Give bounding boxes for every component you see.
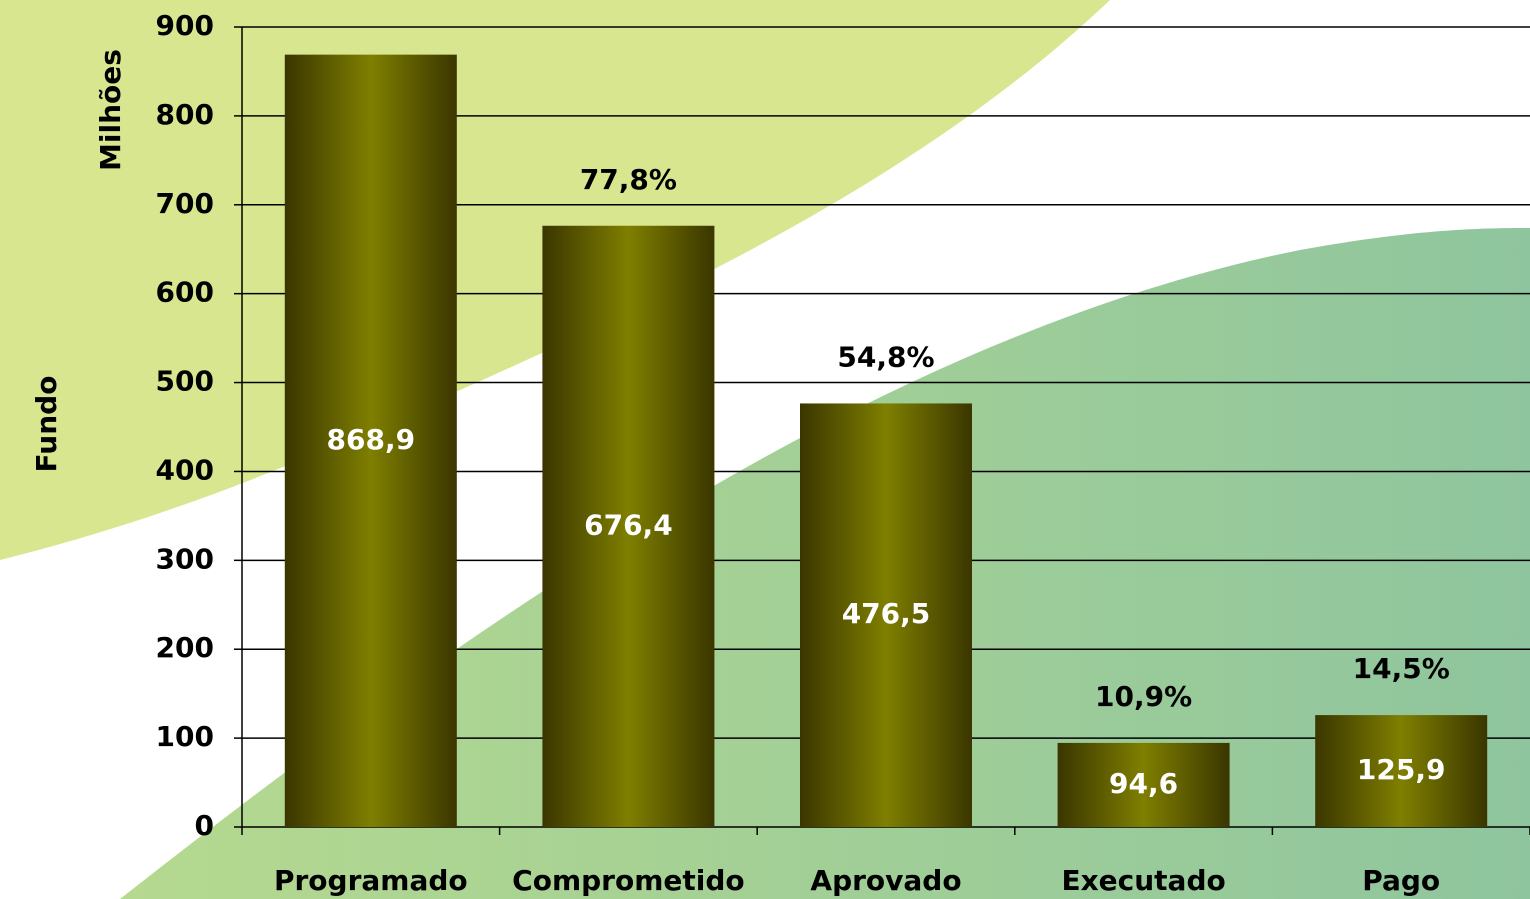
x-tick-label: Pago xyxy=(1362,864,1440,897)
bar xyxy=(284,54,457,827)
y-axis-label: Milhões xyxy=(94,49,127,171)
bar xyxy=(800,403,972,827)
y-tick-label: 700 xyxy=(156,187,214,220)
y-tick-label: 900 xyxy=(156,9,214,42)
y-tick-label: 800 xyxy=(156,98,214,131)
x-tick-label: Aprovado xyxy=(810,864,961,897)
y-tick-label: 400 xyxy=(156,453,214,486)
x-tick-label: Executado xyxy=(1061,864,1225,897)
value-label: 868,9 xyxy=(327,423,416,456)
bar xyxy=(542,225,715,827)
y-tick-label: 100 xyxy=(156,720,214,753)
value-label: 94,6 xyxy=(1109,767,1178,800)
percent-label: 14,5% xyxy=(1353,652,1450,685)
percent-label: 54,8% xyxy=(837,340,934,373)
value-label: 125,9 xyxy=(1357,753,1446,786)
y-tick-label: 200 xyxy=(156,631,214,664)
x-tick-label: Programado xyxy=(274,864,468,897)
x-axis-label: Fundo xyxy=(30,376,63,473)
y-tick-label: 300 xyxy=(156,542,214,575)
percent-label: 10,9% xyxy=(1095,680,1192,713)
y-tick-label: 500 xyxy=(156,365,214,398)
percent-label: 77,8% xyxy=(580,163,677,196)
y-tick-label: 0 xyxy=(195,809,214,842)
bar xyxy=(1057,742,1230,827)
y-tick-label: 600 xyxy=(156,276,214,309)
x-tick-label: Comprometido xyxy=(512,864,744,897)
value-label: 476,5 xyxy=(842,597,931,630)
value-label: 676,4 xyxy=(584,508,673,541)
bar xyxy=(1315,715,1488,827)
